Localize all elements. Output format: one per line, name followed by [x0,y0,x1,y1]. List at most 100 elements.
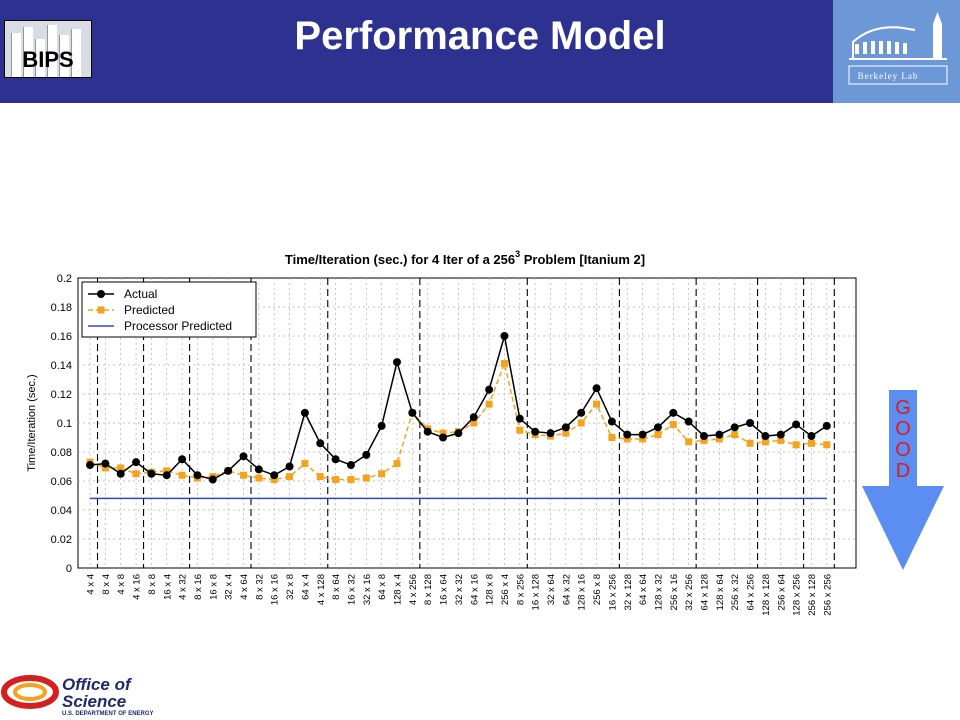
data-point-predicted [700,436,708,444]
data-point-actual [377,421,386,430]
x-tick-label: 4 x 4 [86,574,97,595]
legend-label-predicted: Predicted [124,303,175,317]
x-tick-label: 4 x 256 [408,574,419,605]
x-tick-label: 64 x 4 [300,574,311,600]
page-title: Performance Model [294,14,666,58]
x-tick-label: 64 x 16 [469,574,480,605]
legend-label-processor: Processor Predicted [124,319,232,333]
y-tick-label: 0.06 [51,476,72,488]
data-point-predicted [715,435,723,443]
x-tick-label: 8 x 32 [254,574,265,600]
data-point-predicted [669,420,677,428]
data-point-predicted [731,431,739,439]
x-tick-label: 64 x 32 [561,574,572,605]
data-point-predicted [685,438,693,446]
x-tick-label: 256 x 64 [776,574,787,610]
data-point-predicted [163,467,171,475]
chart-legend: Actual Predicted Processor Predicted [81,281,257,338]
x-tick-label: 4 x 8 [116,574,127,595]
data-point-predicted [470,419,478,427]
data-point-actual [577,408,586,417]
data-point-actual [792,420,801,429]
data-point-predicted [286,473,294,481]
data-point-actual [746,419,755,427]
down-arrow-icon [862,390,944,570]
data-point-actual [592,384,601,393]
data-point-predicted [823,441,831,449]
x-tick-label: 128 x 4 [393,574,404,605]
x-tick-label: 128 x 16 [577,574,588,610]
data-point-predicted [654,431,662,439]
y-tick-label: 0 [66,563,72,575]
data-point-actual [439,433,448,442]
data-point-actual [715,430,724,439]
x-tick-label: 64 x 256 [746,574,757,610]
x-tick-label: 8 x 8 [147,574,158,595]
data-point-predicted [639,435,647,443]
x-tick-label: 16 x 256 [607,574,618,610]
doe-swirl-inner-icon [13,683,47,701]
legend-label-actual: Actual [124,287,157,301]
good-letter: D [895,460,911,482]
data-point-actual [515,414,524,423]
y-tick-label: 0.08 [51,447,72,459]
data-point-actual [623,430,632,439]
data-point-actual [101,459,110,468]
berkeley-lab-emblem-icon [848,12,948,85]
data-point-predicted [439,429,447,437]
chart-title-superscript: 3 [515,249,520,259]
data-point-predicted [255,474,263,482]
x-tick-label: 128 x 8 [485,574,496,605]
y-tick-label: 0.2 [57,273,72,285]
x-tick-label: 128 x 128 [761,574,772,616]
data-point-actual [531,427,540,436]
data-point-actual [423,427,432,436]
data-point-predicted [746,439,754,447]
legend-marker-predicted [97,306,105,314]
data-point-predicted [270,476,278,484]
data-point-predicted [577,419,585,427]
x-tick-label: 32 x 64 [546,574,557,605]
data-point-actual [147,469,156,478]
data-point-actual [224,466,233,475]
data-point-actual [454,429,463,438]
data-point-actual [362,450,371,459]
y-tick-label: 0.16 [51,331,72,343]
data-point-predicted [593,400,601,408]
x-tick-label: 16 x 16 [270,574,281,605]
x-tick-label: 64 x 64 [638,574,649,605]
x-tick-label: 16 x 128 [531,574,542,610]
data-point-actual [469,413,478,422]
data-point-predicted [562,429,570,437]
y-tick-label: 0.14 [51,360,72,372]
x-tick-label: 256 x 32 [730,574,741,610]
x-tick-label: 128 x 256 [792,574,803,616]
berkeley-lab-text: Berkeley Lab [857,71,919,81]
data-point-actual [669,408,678,417]
data-point-predicted [792,441,800,449]
x-tick-label: 8 x 16 [193,574,204,600]
footer-line2: Science [62,692,127,711]
data-point-actual [178,455,187,464]
y-tick-label: 0.04 [51,505,72,517]
data-point-actual [822,421,831,430]
data-point-actual [485,385,494,394]
x-tick-label: 4 x 32 [178,574,189,600]
data-point-actual [500,332,509,340]
data-point-actual [208,475,217,484]
x-tick-label: 256 x 128 [807,574,818,616]
x-tick-label: 4 x 128 [316,574,327,605]
x-tick-label: 8 x 4 [101,574,112,595]
x-tick-label: 8 x 256 [515,574,526,605]
data-point-actual [561,423,570,432]
x-tick-label: 8 x 64 [331,574,342,600]
data-point-actual [730,423,739,432]
x-tick-label: 64 x 8 [377,574,388,600]
grid-layer [78,278,856,568]
data-point-predicted [332,476,340,484]
data-point-predicted [485,400,493,408]
x-tick-label: 64 x 128 [700,574,711,610]
footer-line3: U.S. DEPARTMENT OF ENERGY [62,711,154,717]
legend-box [81,281,257,338]
berkeley-lab-logo: Berkeley Lab [833,0,960,103]
